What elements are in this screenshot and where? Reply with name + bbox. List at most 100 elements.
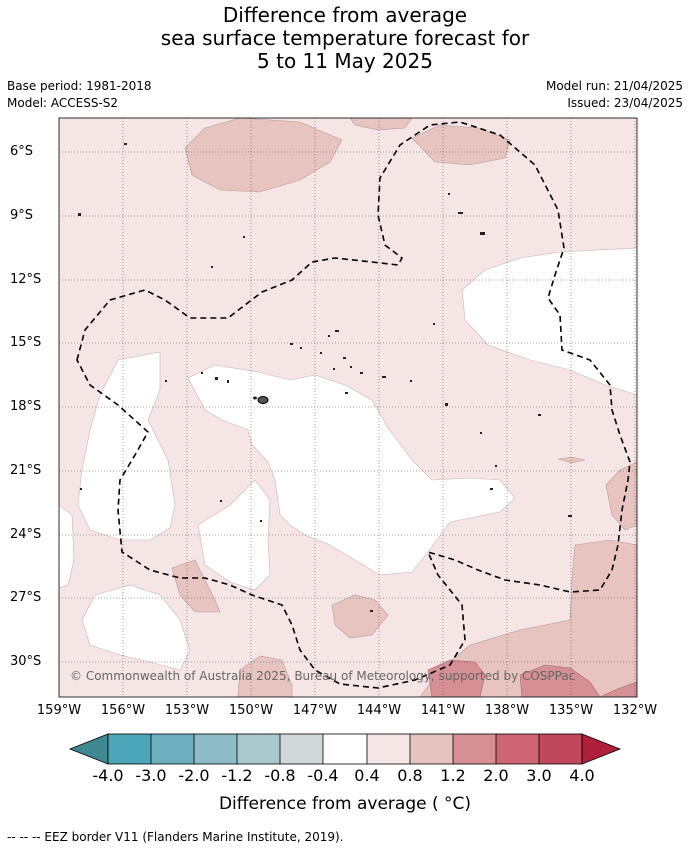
title-line-3: 5 to 11 May 2025 <box>257 49 433 73</box>
island <box>568 515 572 517</box>
island <box>448 193 450 195</box>
warm-region-north <box>184 118 343 193</box>
colorbar-label: -0.8 <box>264 766 296 785</box>
gridlines <box>59 118 637 697</box>
colorbar <box>68 733 622 765</box>
eez-legend-note: -- -- -- EEZ border V11 (Flanders Marine… <box>7 830 344 844</box>
warm-region-small-east <box>557 456 586 464</box>
lon-label: 159°W <box>36 703 82 718</box>
neutral-region-east <box>461 247 637 396</box>
colorbar-segment <box>410 734 453 764</box>
island <box>78 213 81 216</box>
island <box>80 488 82 490</box>
colorbar-label: -2.0 <box>178 766 210 785</box>
island <box>490 488 493 490</box>
island <box>201 372 203 374</box>
island <box>220 500 222 502</box>
island <box>480 432 482 434</box>
colorbar-label: 0.8 <box>397 766 423 785</box>
island <box>343 357 346 359</box>
lon-label: 132°W <box>612 703 658 718</box>
warm-region-south-2 <box>331 594 389 639</box>
lat-label: 9°S <box>10 208 34 223</box>
colorbar-label: -1.2 <box>221 766 253 785</box>
colorbar-label: 1.2 <box>440 766 466 785</box>
lat-label: 12°S <box>10 272 42 287</box>
island <box>445 403 448 406</box>
chart-title: Difference from average sea surface temp… <box>0 4 690 73</box>
warm-region-north-edge <box>349 118 413 131</box>
lon-label: 144°W <box>356 703 402 718</box>
meta-left: Base period: 1981-2018 Model: ACCESS-S2 <box>7 78 152 112</box>
island <box>495 465 497 467</box>
hot-region-south-1 <box>427 659 486 697</box>
eez-border-main <box>76 121 631 689</box>
colorbar-title: Difference from average ( °C) <box>218 794 472 814</box>
island <box>328 335 330 337</box>
colorbar-label: 2.0 <box>483 766 509 785</box>
copyright-notice: © Commonwealth of Australia 2025, Bureau… <box>70 669 576 683</box>
island <box>333 368 335 370</box>
hot-region-south-2 <box>519 664 601 697</box>
lon-label: 150°W <box>228 703 274 718</box>
issued-date: Issued: 23/04/2025 <box>567 96 683 110</box>
title-line-1: Difference from average <box>222 3 468 27</box>
island-markers <box>78 143 572 612</box>
lon-label: 156°W <box>100 703 146 718</box>
island <box>124 143 127 145</box>
colorbar-label: -3.0 <box>135 766 167 785</box>
colorbar-label: 3.0 <box>526 766 552 785</box>
base-period: Base period: 1981-2018 <box>7 79 152 93</box>
island <box>320 352 322 354</box>
colorbar-segment <box>323 734 367 764</box>
island <box>370 610 373 612</box>
warm-region-south-3 <box>237 655 293 697</box>
lat-label: 6°S <box>10 144 34 159</box>
sst-anomaly-map <box>59 118 637 697</box>
island <box>350 366 352 368</box>
island <box>165 380 167 382</box>
colorbar-high-arrow <box>581 733 622 765</box>
island <box>253 396 257 400</box>
colorbar-low-arrow <box>68 733 109 765</box>
colorbar-label: 4.0 <box>569 766 595 785</box>
island <box>290 343 293 345</box>
neutral-region-southwest <box>77 351 176 541</box>
colorbar-label: -4.0 <box>92 766 124 785</box>
lon-label: 147°W <box>292 703 338 718</box>
island <box>382 376 386 378</box>
lat-label: 24°S <box>10 527 42 542</box>
island <box>433 323 435 325</box>
lat-label: 15°S <box>10 335 42 350</box>
warm-region-north-east <box>411 124 511 166</box>
warm-region-east-edge <box>605 461 637 531</box>
colorbar-segment <box>151 734 194 764</box>
lon-label: 138°W <box>484 703 530 718</box>
island <box>335 330 339 332</box>
island <box>410 380 412 382</box>
island <box>260 520 262 522</box>
island <box>300 347 302 349</box>
colorbar-segment <box>280 734 323 764</box>
neutral-region-southwest-2 <box>81 584 191 671</box>
neutral-region-west-edge <box>59 504 75 589</box>
island <box>538 414 541 416</box>
island <box>211 266 213 268</box>
hot-region-corner <box>599 681 637 697</box>
model-name: Model: ACCESS-S2 <box>7 96 119 110</box>
colorbar-label: -0.4 <box>307 766 339 785</box>
colorbar-segment <box>194 734 237 764</box>
lon-label: 153°W <box>164 703 210 718</box>
colorbar-segment <box>367 734 410 764</box>
lat-label: 21°S <box>10 463 42 478</box>
colorbar-segment <box>539 734 582 764</box>
colorbar-segment <box>496 734 539 764</box>
island <box>480 232 485 235</box>
island <box>243 236 245 238</box>
map-frame <box>58 117 638 698</box>
colorbar-segment <box>237 734 280 764</box>
lat-label: 30°S <box>10 654 42 669</box>
island <box>345 392 348 394</box>
island <box>227 380 229 383</box>
